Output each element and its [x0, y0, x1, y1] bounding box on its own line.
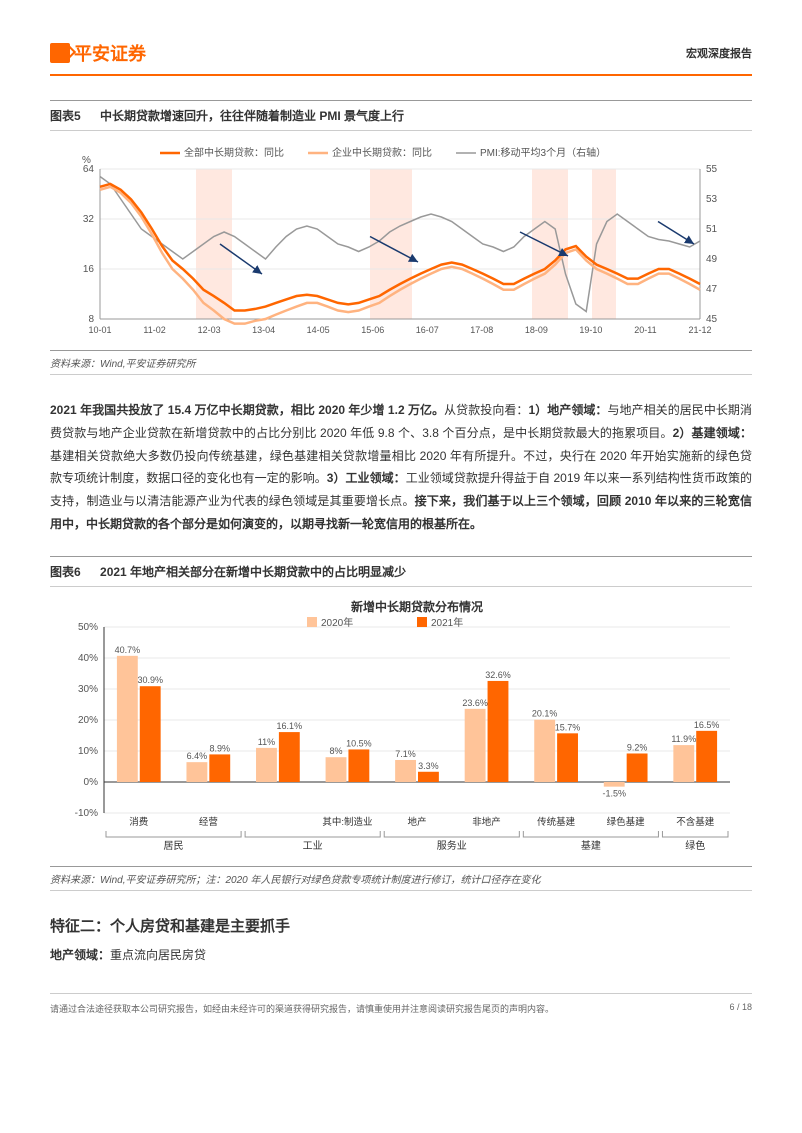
svg-text:17-08: 17-08 — [470, 325, 493, 335]
footer: 请通过合法途径获取本公司研究报告，如经由未经许可的渠道获得研究报告，请慎重使用并… — [50, 993, 752, 1015]
svg-text:30.9%: 30.9% — [137, 675, 163, 685]
svg-text:2021年: 2021年 — [431, 616, 463, 629]
logo-text: 平安证券 — [74, 40, 146, 66]
fig6-label: 图表6 — [50, 565, 81, 579]
svg-text:23.6%: 23.6% — [462, 698, 488, 708]
svg-text:20.1%: 20.1% — [532, 708, 558, 718]
section2-sub: 地产领域：重点流向居民房贷 — [50, 946, 752, 963]
svg-text:企业中长期贷款：同比: 企业中长期贷款：同比 — [332, 146, 432, 159]
svg-text:40%: 40% — [78, 653, 98, 664]
logo: 平安证券 — [50, 40, 146, 66]
fig5-title: 中长期贷款增速回升，往往伴随着制造业 PMI 景气度上行 — [100, 109, 404, 123]
svg-text:16: 16 — [83, 264, 95, 275]
svg-text:10-01: 10-01 — [88, 325, 111, 335]
fig5-label: 图表5 — [50, 109, 81, 123]
svg-text:16.5%: 16.5% — [694, 720, 720, 730]
svg-text:基建: 基建 — [581, 839, 601, 852]
svg-text:55: 55 — [706, 164, 718, 175]
svg-text:-10%: -10% — [75, 808, 98, 819]
svg-text:16.1%: 16.1% — [277, 721, 303, 731]
p1-b1: 2021 年我国共投放了 15.4 万亿中长期贷款，相比 2020 年少增 1.… — [50, 403, 444, 417]
svg-text:50%: 50% — [78, 622, 98, 633]
svg-text:49: 49 — [706, 254, 718, 265]
fig6-source: 资料来源：Wind,平安证券研究所；注：2020 年人民银行对绿色贷款专项统计制… — [50, 866, 752, 891]
svg-text:6.4%: 6.4% — [187, 751, 208, 761]
svg-text:2020年: 2020年 — [321, 616, 353, 629]
svg-text:工业: 工业 — [303, 840, 323, 852]
svg-text:11%: 11% — [258, 737, 275, 747]
fig5-source: 资料来源：Wind,平安证券研究所 — [50, 350, 752, 375]
svg-text:12-03: 12-03 — [198, 325, 221, 335]
p1-t1: 从贷款投向看： — [444, 403, 528, 417]
svg-text:PMI:移动平均3个月（右轴）: PMI:移动平均3个月（右轴） — [480, 146, 606, 159]
report-type: 宏观深度报告 — [686, 45, 752, 61]
svg-text:51: 51 — [706, 224, 718, 235]
svg-text:新增中长期贷款分布情况: 新增中长期贷款分布情况 — [351, 599, 483, 614]
svg-text:14-05: 14-05 — [307, 325, 330, 335]
svg-text:16-07: 16-07 — [416, 325, 439, 335]
svg-text:地产: 地产 — [407, 816, 426, 828]
page: 平安证券 宏观深度报告 图表5 中长期贷款增速回升，往往伴随着制造业 PMI 景… — [0, 0, 802, 1035]
p1-b3: 2）基建领域： — [673, 426, 752, 440]
svg-text:19-10: 19-10 — [579, 325, 602, 335]
svg-text:不含基建: 不含基建 — [676, 816, 715, 828]
fig6-title-bar: 图表6 2021 年地产相关部分在新增中长期贷款中的占比明显减少 — [50, 556, 752, 587]
p1-b2: 1）地产领域： — [528, 403, 607, 417]
fig5-svg: 8163264454749515355%10-0111-0212-0313-04… — [60, 141, 740, 341]
svg-text:绿色: 绿色 — [685, 839, 705, 852]
svg-text:11-02: 11-02 — [143, 325, 165, 335]
svg-text:20%: 20% — [78, 715, 98, 726]
svg-text:8.9%: 8.9% — [210, 743, 231, 753]
svg-text:经营: 经营 — [199, 816, 218, 828]
svg-text:消费: 消费 — [129, 816, 148, 828]
header: 平安证券 宏观深度报告 — [50, 40, 752, 76]
svg-text:-1.5%: -1.5% — [602, 788, 626, 798]
svg-text:%: % — [82, 155, 91, 166]
svg-text:居民: 居民 — [164, 840, 184, 852]
svg-text:0%: 0% — [84, 777, 99, 788]
section2-heading: 特征二：个人房贷和基建是主要抓手 — [50, 915, 752, 936]
svg-text:15-06: 15-06 — [361, 325, 384, 335]
svg-text:传统基建: 传统基建 — [537, 816, 576, 828]
svg-text:其中:制造业: 其中:制造业 — [322, 816, 372, 828]
fig5-chart: 8163264454749515355%10-0111-0212-0313-04… — [50, 141, 752, 344]
logo-icon — [50, 43, 70, 63]
svg-text:9.2%: 9.2% — [627, 742, 648, 752]
p1-b4: 3）工业领域： — [327, 471, 406, 485]
svg-text:13-04: 13-04 — [252, 325, 275, 335]
svg-text:15.7%: 15.7% — [555, 722, 581, 732]
svg-text:全部中长期贷款：同比: 全部中长期贷款：同比 — [184, 146, 284, 159]
svg-text:绿色基建: 绿色基建 — [607, 816, 646, 828]
svg-text:7.1%: 7.1% — [395, 749, 416, 759]
svg-text:10.5%: 10.5% — [346, 738, 372, 748]
svg-text:8: 8 — [88, 314, 94, 325]
body-paragraph-1: 2021 年我国共投放了 15.4 万亿中长期贷款，相比 2020 年少增 1.… — [50, 399, 752, 536]
svg-text:47: 47 — [706, 284, 718, 295]
svg-text:20-11: 20-11 — [634, 325, 656, 335]
svg-text:18-09: 18-09 — [525, 325, 548, 335]
svg-text:45: 45 — [706, 314, 718, 325]
fig5-title-bar: 图表5 中长期贷款增速回升，往往伴随着制造业 PMI 景气度上行 — [50, 100, 752, 131]
svg-text:3.3%: 3.3% — [418, 761, 439, 771]
svg-text:30%: 30% — [78, 684, 98, 695]
svg-text:40.7%: 40.7% — [115, 645, 141, 655]
svg-text:32: 32 — [83, 214, 95, 225]
svg-text:8%: 8% — [330, 746, 343, 756]
fig6-title: 2021 年地产相关部分在新增中长期贷款中的占比明显减少 — [100, 565, 406, 579]
svg-text:11.9%: 11.9% — [671, 734, 696, 744]
svg-text:32.6%: 32.6% — [485, 670, 511, 680]
fig6-svg: -10% 0% 10% 20% 30% 40% 50% 新增中长期贷款分布情况 2020年 202… — [60, 597, 740, 857]
svg-text:10%: 10% — [78, 746, 98, 757]
footer-disclaimer: 请通过合法途径获取本公司研究报告，如经由未经许可的渠道获得研究报告，请慎重使用并… — [50, 1002, 554, 1015]
section2-sub-value: 重点流向居民房贷 — [110, 948, 206, 962]
svg-text:非地产: 非地产 — [472, 816, 501, 828]
footer-page: 6 / 18 — [729, 1002, 752, 1015]
section2-sub-label: 地产领域： — [50, 948, 110, 962]
fig6-chart: -10% 0% 10% 20% 30% 40% 50% 新增中长期贷款分布情况 2020年 202… — [50, 597, 752, 860]
svg-text:21-12: 21-12 — [688, 325, 711, 335]
svg-text:53: 53 — [706, 194, 718, 205]
svg-text:服务业: 服务业 — [437, 839, 467, 852]
